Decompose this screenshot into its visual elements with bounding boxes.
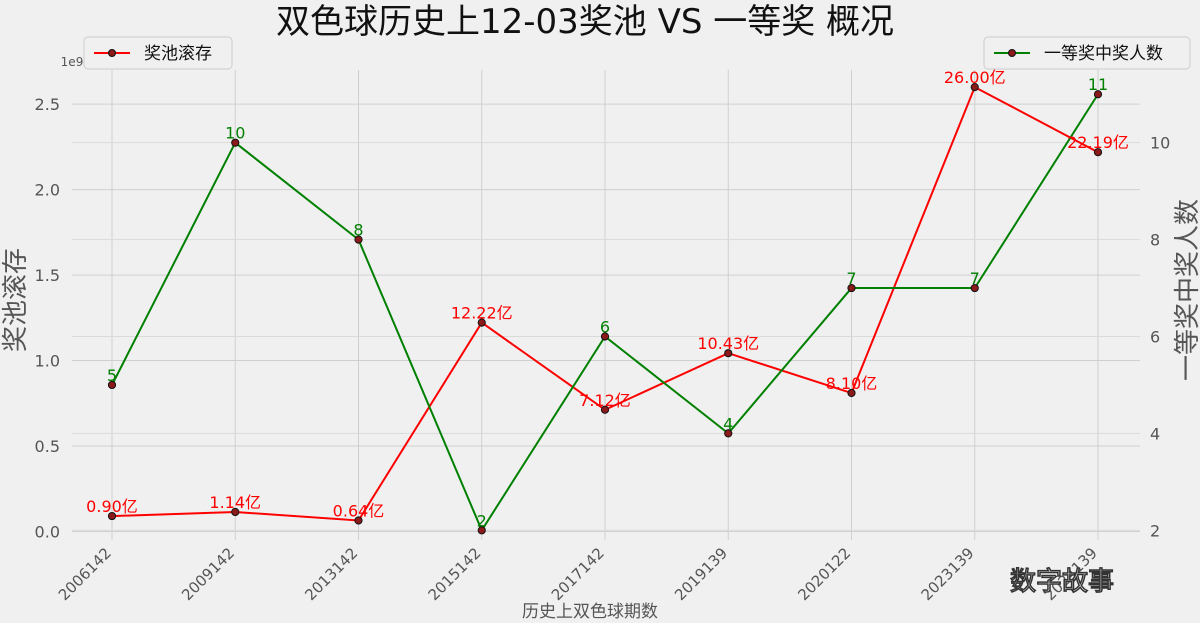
- watermark: 数字故事: [1010, 566, 1114, 597]
- legend-right-label: 一等奖中奖人数: [1044, 44, 1163, 64]
- data-label-winners: 6: [600, 317, 610, 336]
- data-label-jackpot: 10.43亿: [697, 334, 759, 353]
- data-label-jackpot: 7.12亿: [579, 391, 631, 410]
- left-tick-label: 2.5: [35, 95, 60, 114]
- left-tick-label: 0.0: [35, 522, 60, 541]
- left-tick-label: 0.5: [35, 437, 60, 456]
- data-point-winners: [354, 235, 363, 244]
- left-axis-label: 奖池滚存: [1, 248, 31, 352]
- data-point-winners: [847, 283, 856, 293]
- data-label-jackpot: 22.19亿: [1067, 133, 1129, 152]
- data-point-jackpot: [231, 507, 240, 517]
- x-tick-label: 2009142: [178, 544, 238, 604]
- data-point-winners: [724, 429, 733, 438]
- data-label-winners: 7: [846, 269, 856, 288]
- chart-title: 双色球历史上12-03奖池 VS 一等奖 概况: [276, 2, 894, 42]
- data-point-jackpot: [354, 516, 363, 525]
- left-tick-label: 1.5: [35, 266, 60, 285]
- data-label-winners: 11: [1088, 75, 1108, 94]
- series-layer: [107, 82, 1103, 535]
- data-label-winners: 4: [723, 414, 733, 433]
- x-tick-label: 2013142: [301, 544, 361, 604]
- data-point-jackpot: [600, 405, 610, 414]
- data-label-jackpot: 12.22亿: [451, 304, 513, 323]
- data-label-jackpot: 26.00亿: [944, 68, 1006, 87]
- right-tick-label: 2: [1150, 521, 1160, 540]
- right-tick-label: 4: [1150, 424, 1160, 443]
- data-point-jackpot: [477, 318, 486, 327]
- data-point-winners: [477, 526, 486, 535]
- data-label-jackpot: 0.90亿: [86, 497, 138, 516]
- data-label-winners: 7: [970, 269, 980, 288]
- left-axis-multiplier: 1e9: [61, 55, 84, 69]
- data-point-jackpot: [107, 511, 117, 521]
- legend-right-frame: [983, 36, 1191, 70]
- data-point-winners: [231, 138, 240, 147]
- legend-left-marker: [108, 49, 116, 57]
- data-point-winners: [970, 283, 979, 293]
- x-axis-label: 历史上双色球期数: [522, 602, 658, 622]
- right-tick-label: 8: [1150, 231, 1160, 250]
- data-label-jackpot: 0.64亿: [333, 502, 385, 521]
- data-label-winners: 2: [477, 511, 487, 530]
- x-tick-label: 2015142: [425, 544, 485, 604]
- data-point-jackpot: [724, 349, 733, 358]
- right-axis-label: 一等奖中奖人数: [1173, 199, 1200, 381]
- x-tick-label: 2017142: [548, 544, 608, 604]
- x-tick-label: 2020122: [794, 544, 854, 604]
- data-point-jackpot: [970, 82, 979, 92]
- legend-left-label: 奖池滚存: [144, 44, 212, 64]
- legend-right-marker: [1008, 49, 1016, 57]
- data-point-winners: [107, 380, 117, 390]
- data-point-winners: [1093, 90, 1103, 99]
- legend-right: 一等奖中奖人数: [983, 36, 1191, 70]
- data-label-winners: 8: [353, 221, 363, 240]
- data-labels: 0.90亿 1.14亿 0.64亿 12.22亿 7.12亿 10.43亿 8.10亿 26.…: [86, 68, 1129, 530]
- x-tick-label: 2019139: [671, 544, 731, 604]
- data-point-jackpot: [1093, 148, 1103, 157]
- data-label-jackpot: 1.14亿: [209, 493, 261, 512]
- right-tick-label: 10: [1150, 134, 1170, 153]
- right-tick-label: 6: [1150, 327, 1160, 346]
- x-tick-label: 2023139: [918, 544, 978, 604]
- x-tick-label: 2006142: [55, 544, 115, 604]
- left-tick-label: 2.0: [35, 181, 60, 200]
- legend-left: 奖池滚存: [83, 36, 233, 70]
- data-label-winners: 5: [107, 366, 117, 385]
- data-label-jackpot: 8.10亿: [826, 374, 878, 393]
- legend-left-frame: [83, 36, 233, 70]
- data-point-winners: [600, 332, 610, 341]
- data-point-jackpot: [847, 388, 856, 398]
- left-tick-label: 1.0: [35, 352, 60, 371]
- data-label-winners: 10: [225, 124, 245, 143]
